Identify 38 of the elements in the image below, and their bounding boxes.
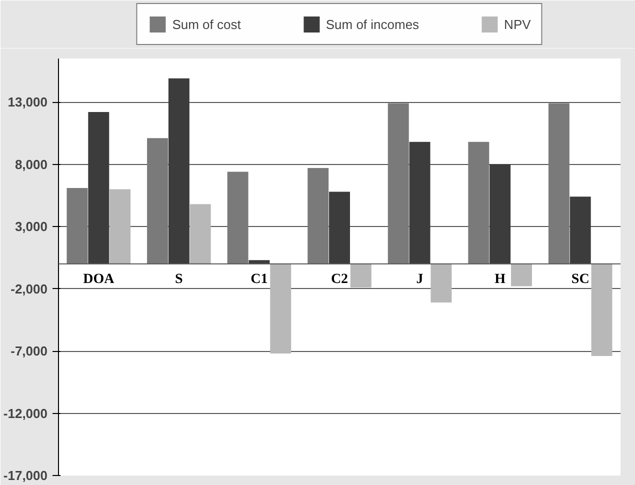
bar [110,189,131,264]
bar [570,196,591,264]
bar [190,204,211,264]
bar [388,103,409,264]
y-tick-label: -17,000 [3,468,48,483]
bar [468,142,490,264]
bar [490,164,511,264]
legend-label: Sum of incomes [326,16,420,32]
legend-label: NPV [504,16,531,32]
bar [168,78,190,264]
bar [308,168,329,264]
bar [510,264,532,286]
bar [409,142,430,264]
y-tick-label: 8,000 [14,156,48,172]
bar [270,264,292,354]
x-tick-label: C1 [250,272,268,287]
bar [430,264,452,302]
y-tick-label: 13,000 [8,94,48,110]
bar [548,103,570,264]
x-tick-label: J [416,272,424,287]
y-tick-label: -7,000 [10,344,48,359]
x-tick-label: H [494,272,506,287]
legend-label: Sum of cost [172,16,241,32]
bar [329,192,350,264]
bar [227,172,248,264]
x-tick-label: S [175,272,184,287]
x-tick-label: SC [571,272,590,287]
bar [88,112,110,264]
bar [350,264,372,288]
bar [248,260,270,264]
y-tick-label: -12,000 [3,406,48,421]
bar [591,264,612,356]
x-tick-label: DOA [83,272,116,287]
y-tick-label: 3,000 [14,219,48,234]
y-tick-label: -2,000 [10,281,48,296]
bar [147,138,168,264]
x-tick-label: C2 [330,272,348,287]
bar [66,188,88,264]
